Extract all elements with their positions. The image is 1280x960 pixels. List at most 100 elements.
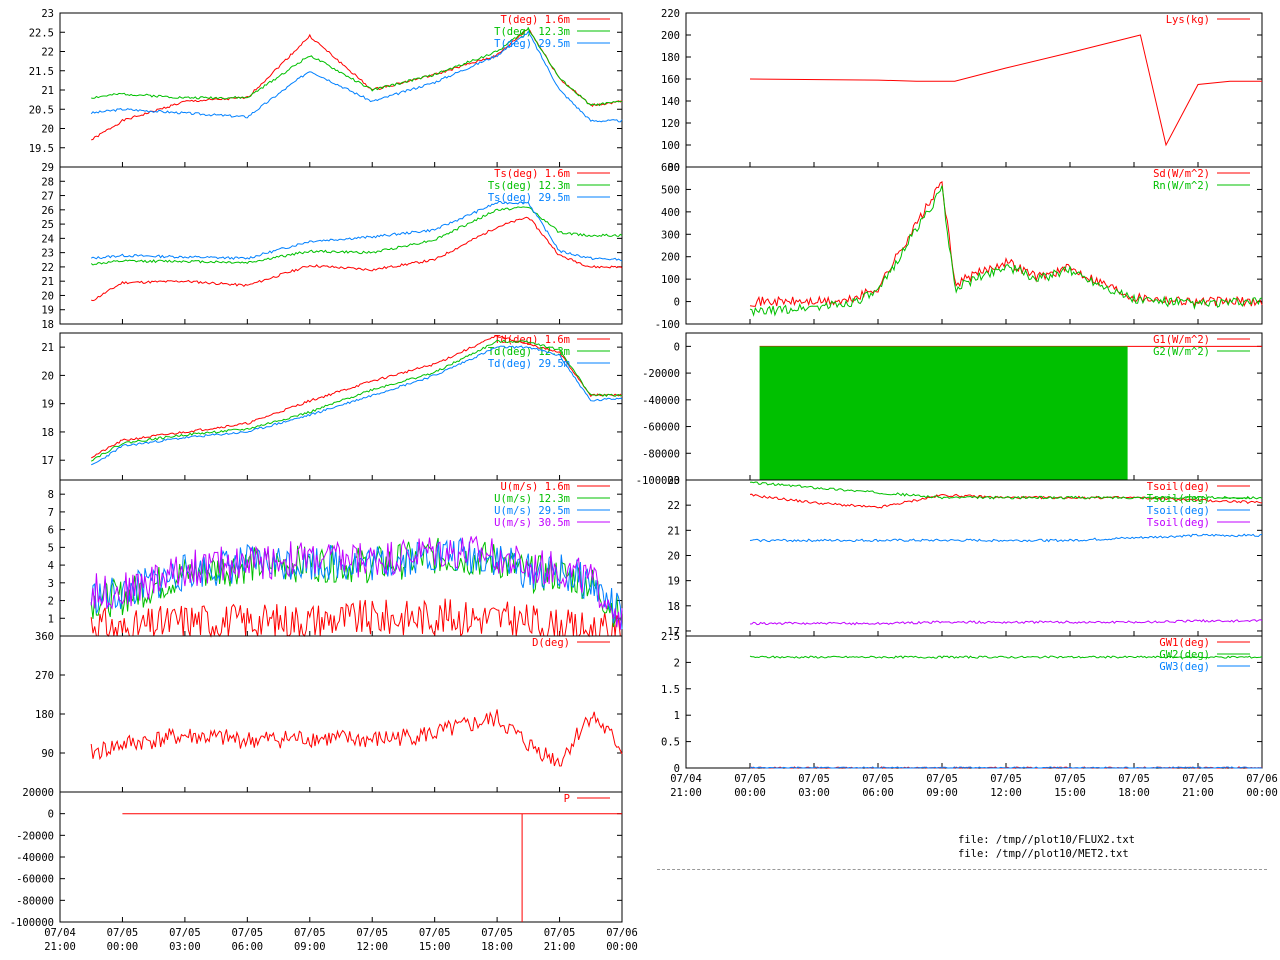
y-tick-label: 200 — [661, 30, 680, 42]
file-list: file: /tmp//plot10/FLUX2.txt file: /tmp/… — [958, 833, 1135, 861]
y-tick-label: 0 — [674, 297, 680, 309]
x-tick-label: 00:00 — [107, 941, 139, 953]
series-line-2 — [90, 345, 623, 466]
x-tick-label: 07/05 — [862, 773, 894, 785]
y-tick-label: -100000 — [10, 917, 54, 929]
y-tick-label: 24 — [41, 233, 54, 245]
x-tick-label: 18:00 — [1118, 787, 1150, 799]
y-tick-label: 20 — [667, 550, 680, 562]
x-tick-label: 09:00 — [926, 787, 958, 799]
y-tick-label: 3 — [48, 578, 54, 590]
series-line-2 — [749, 766, 1263, 769]
y-tick-label: 20 — [41, 290, 54, 302]
y-tick-label: 200 — [661, 252, 680, 264]
x-tick-label: 03:00 — [169, 941, 201, 953]
series-line-0 — [90, 598, 622, 638]
legend-label: Ts(deg) 1.6m — [494, 168, 570, 180]
y-tick-label: 2 — [48, 596, 54, 608]
series-line-2 — [90, 201, 623, 262]
legend-label: Ts(deg) 29.5m — [488, 192, 570, 204]
y-tick-label: 2 — [674, 657, 680, 669]
y-tick-label: 21 — [41, 276, 54, 288]
y-tick-label: -20000 — [642, 368, 680, 380]
x-tick-label: 07/05 — [734, 773, 766, 785]
y-tick-label: 18 — [41, 319, 54, 331]
series-line-2 — [90, 30, 623, 123]
x-tick-label: 07/06 — [1246, 773, 1278, 785]
x-tick-label: 15:00 — [1054, 787, 1086, 799]
x-tick-label: 07/05 — [1118, 773, 1150, 785]
x-tick-label: 07/05 — [232, 927, 264, 939]
y-tick-label: 26 — [41, 205, 54, 217]
x-tick-label: 07/05 — [294, 927, 326, 939]
legend-label: U(m/s) 1.6m — [500, 481, 570, 493]
y-tick-label: 17 — [667, 626, 680, 638]
x-tick-label: 00:00 — [606, 941, 638, 953]
legend-label: T(deg) 12.3m — [494, 26, 570, 38]
series-line-0 — [749, 34, 1262, 147]
x-tick-label: 00:00 — [1246, 787, 1278, 799]
x-tick-label: 03:00 — [798, 787, 830, 799]
x-tick-label: 07/05 — [356, 927, 388, 939]
y-tick-label: 19 — [41, 305, 54, 317]
y-tick-label: -20000 — [16, 830, 54, 842]
y-tick-label: 180 — [35, 709, 54, 721]
series-line-0 — [90, 335, 623, 459]
x-tick-label: 21:00 — [44, 941, 76, 953]
divider-line — [657, 869, 1267, 870]
series-line-2 — [90, 537, 623, 630]
legend-label: Ts(deg) 12.3m — [488, 180, 570, 192]
y-tick-label: 18 — [667, 601, 680, 613]
x-tick-label: 07/05 — [990, 773, 1022, 785]
y-tick-label: 22 — [41, 47, 54, 59]
y-tick-label: -100000 — [636, 475, 680, 487]
x-tick-label: 21:00 — [544, 941, 576, 953]
y-tick-label: 140 — [661, 96, 680, 108]
series-line-1 — [90, 206, 623, 266]
series-area-1 — [759, 346, 1128, 480]
series-line-1 — [749, 481, 1263, 500]
x-tick-label: 07/04 — [670, 773, 702, 785]
legend-label: P — [564, 793, 570, 805]
y-tick-label: -40000 — [16, 852, 54, 864]
y-tick-label: 19.5 — [29, 143, 54, 155]
legend-label: GW3(deg) — [1159, 661, 1210, 673]
y-tick-label: 6 — [48, 525, 54, 537]
y-tick-label: 23 — [41, 8, 54, 20]
y-tick-label: 8 — [48, 489, 54, 501]
y-tick-label: 19 — [667, 576, 680, 588]
x-tick-label: 07/05 — [1054, 773, 1086, 785]
legend-label: GW1(deg) — [1159, 637, 1210, 649]
y-tick-label: 0 — [674, 341, 680, 353]
y-tick-label: 25 — [41, 219, 54, 231]
y-tick-label: 270 — [35, 670, 54, 682]
legend-label: Td(deg) 1.6m — [494, 334, 570, 346]
y-tick-label: 20 — [41, 124, 54, 136]
y-tick-label: 0 — [48, 809, 54, 821]
x-tick-label: 12:00 — [990, 787, 1022, 799]
y-tick-label: 21.5 — [29, 66, 54, 78]
x-tick-label: 09:00 — [294, 941, 326, 953]
x-tick-label: 07/05 — [481, 927, 513, 939]
x-tick-label: 15:00 — [419, 941, 451, 953]
series-line-0 — [91, 216, 623, 302]
legend-label: Td(deg) 12.3m — [488, 346, 570, 358]
series-line-3 — [90, 535, 623, 630]
panel-frame — [59, 635, 623, 793]
y-tick-label: 4 — [48, 560, 54, 572]
file-name-met: file: /tmp//plot10/MET2.txt — [958, 848, 1129, 860]
legend-label: U(m/s) 30.5m — [494, 517, 570, 529]
y-tick-label: 23 — [41, 248, 54, 260]
y-tick-label: 120 — [661, 118, 680, 130]
y-tick-label: 500 — [661, 184, 680, 196]
legend-label: GW2(deg) — [1159, 649, 1210, 661]
y-tick-label: 22 — [667, 500, 680, 512]
series-line-2 — [749, 533, 1263, 543]
y-tick-label: 100 — [661, 140, 680, 152]
x-tick-label: 21:00 — [1182, 787, 1214, 799]
legend-label: G2(W/m^2) — [1153, 346, 1210, 358]
series-line-0 — [749, 181, 1263, 308]
series-line-0 — [90, 709, 623, 767]
x-tick-label: 21:00 — [670, 787, 702, 799]
